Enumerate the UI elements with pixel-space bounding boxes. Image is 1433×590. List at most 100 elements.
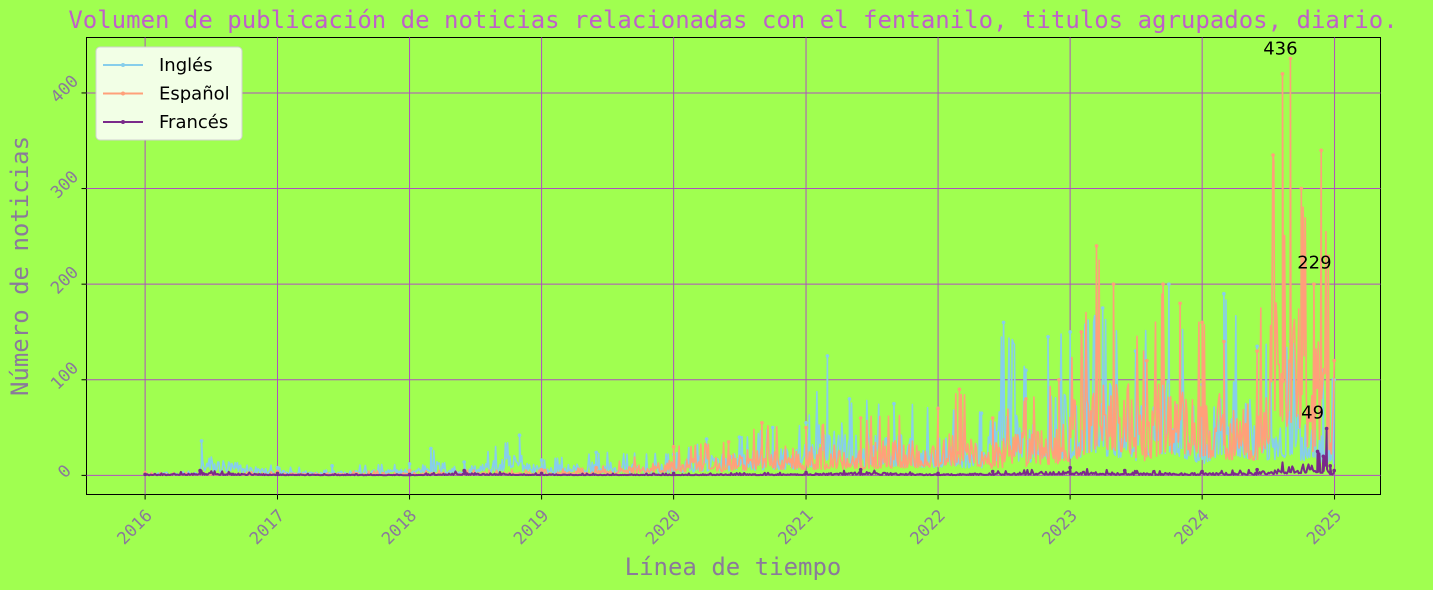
series-point: [936, 406, 940, 411]
x-tick-label: 2019: [510, 506, 553, 549]
series-point: [671, 471, 676, 476]
annotation-label: 229: [1297, 252, 1331, 273]
series-point: [1161, 282, 1165, 286]
series-point: [726, 440, 731, 444]
legend-marker-2: [121, 120, 125, 124]
series-point: [1280, 72, 1285, 76]
series-point: [275, 465, 280, 470]
x-tick-label: 2022: [907, 506, 950, 549]
series-point: [1079, 330, 1084, 334]
series-point: [517, 433, 522, 438]
series-point: [1332, 468, 1336, 473]
series-point: [804, 420, 808, 425]
legend-label-2: Francés: [159, 112, 228, 133]
legend-marker-0: [121, 63, 125, 67]
series-point: [804, 425, 808, 430]
series-line-2: [144, 427, 1336, 477]
legend-box: [95, 46, 243, 141]
series-point: [539, 467, 544, 472]
series-point: [1326, 254, 1331, 259]
series-point: [429, 446, 433, 451]
series-point: [1100, 306, 1105, 310]
series-point: [462, 460, 466, 464]
x-tick-label: 2018: [378, 506, 421, 549]
series-point: [847, 397, 852, 401]
series-point: [539, 471, 544, 476]
y-tick-label: 200: [47, 263, 83, 299]
x-tick-label: 2024: [1171, 506, 1214, 549]
series-point: [1001, 320, 1006, 325]
plot-frame: [86, 37, 1381, 495]
series-point: [1328, 464, 1333, 468]
chart-title: Volumen de publicación de noticias relac…: [68, 6, 1397, 34]
series-point: [407, 462, 412, 466]
series-point: [1324, 426, 1329, 431]
annotations: 436 229 49: [1263, 39, 1331, 424]
series-point: [936, 471, 940, 476]
series-point: [1299, 186, 1304, 191]
x-tick-label: 2017: [246, 506, 289, 549]
y-axis: 0 100 200 300 400: [47, 71, 87, 483]
series-point: [1271, 153, 1275, 157]
series-point: [1319, 148, 1323, 153]
series-point: [858, 416, 863, 420]
series-point: [1057, 377, 1061, 382]
series-point: [407, 468, 412, 473]
y-tick-label: 300: [47, 167, 83, 203]
x-tick-label: 2021: [774, 506, 817, 549]
series-point: [1122, 468, 1127, 473]
series-point: [1312, 282, 1316, 286]
series-point: [892, 401, 896, 406]
series-point: [1178, 301, 1182, 306]
x-tick-label: 2020: [642, 506, 685, 549]
series-point: [1200, 320, 1204, 325]
series-point: [990, 469, 995, 474]
x-axis: 2016 2017 2018 2019 2020 2021 2022 2023 2024 2025: [114, 494, 1346, 549]
series-point: [704, 437, 709, 441]
series-point: [407, 472, 412, 477]
legend-marker-1: [121, 91, 125, 96]
series-point: [858, 467, 863, 472]
series-point: [1068, 330, 1072, 334]
y-tick-label: 400: [47, 71, 83, 107]
series-point: [990, 416, 995, 420]
x-tick-label: 2023: [1039, 506, 1082, 549]
series-point: [1288, 56, 1293, 61]
series-point: [1068, 465, 1072, 470]
series-point: [825, 354, 830, 358]
y-tick-label: 0: [54, 461, 75, 482]
series-point: [539, 458, 544, 462]
series-point: [760, 420, 764, 425]
series-point: [770, 425, 775, 430]
series-point: [594, 450, 599, 455]
series-point: [1145, 358, 1149, 363]
legend: Inglés Español Francés: [95, 46, 243, 141]
series-point: [1332, 358, 1336, 363]
series-point: [594, 465, 599, 470]
series-point: [330, 464, 334, 468]
series-line-1: [144, 57, 1335, 476]
series-lines: [143, 56, 1336, 477]
series-point: [143, 472, 147, 477]
series-point: [1321, 454, 1326, 459]
annotation-label: 436: [1263, 39, 1297, 60]
legend-label-1: Español: [159, 84, 230, 105]
series-point: [1222, 339, 1226, 344]
series-point: [979, 411, 984, 416]
annotation-label: 49: [1301, 403, 1324, 424]
series-point: [199, 439, 204, 443]
series-point: [275, 471, 280, 476]
series-point: [1046, 334, 1050, 339]
series-point: [1024, 397, 1028, 401]
series-point: [1222, 291, 1226, 296]
series-point: [1315, 449, 1320, 454]
series-point: [1024, 368, 1028, 373]
series-point: [1255, 467, 1259, 472]
series-point: [1111, 282, 1116, 286]
series-point: [1167, 282, 1171, 286]
grid: [86, 37, 1381, 495]
y-axis-label: Número de noticias: [6, 136, 34, 396]
series-point: [1255, 349, 1259, 353]
series-point: [1094, 244, 1099, 248]
